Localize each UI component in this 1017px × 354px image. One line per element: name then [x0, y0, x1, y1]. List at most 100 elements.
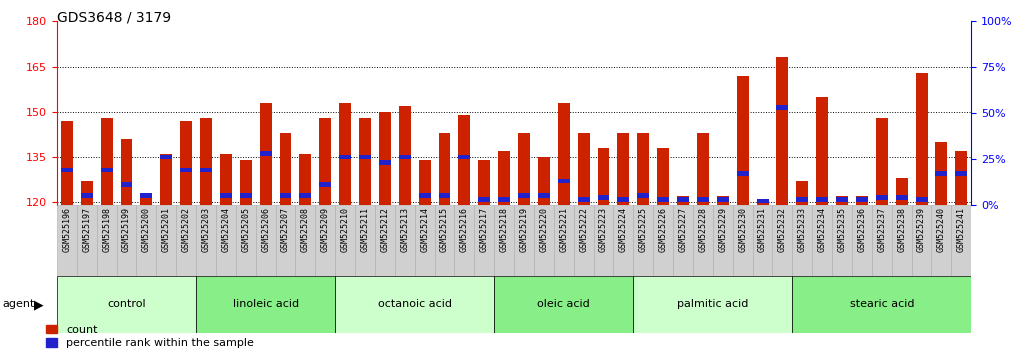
- Bar: [117, 205, 136, 276]
- Bar: [713, 205, 732, 276]
- Bar: [80, 181, 93, 205]
- Bar: [57, 205, 77, 276]
- Text: GSM525198: GSM525198: [102, 207, 111, 252]
- Bar: [101, 118, 113, 205]
- Bar: [255, 205, 276, 276]
- Bar: [121, 182, 132, 187]
- Bar: [936, 142, 948, 205]
- Bar: [196, 205, 216, 276]
- Bar: [315, 205, 336, 276]
- Text: stearic acid: stearic acid: [849, 299, 914, 309]
- Text: GSM525236: GSM525236: [857, 207, 866, 252]
- Text: GSM525205: GSM525205: [241, 207, 250, 252]
- Text: GSM525201: GSM525201: [162, 207, 171, 252]
- Text: GSM525211: GSM525211: [360, 207, 369, 252]
- Text: GSM525228: GSM525228: [699, 207, 708, 252]
- Bar: [61, 121, 73, 205]
- Bar: [915, 73, 928, 205]
- Bar: [594, 205, 613, 276]
- Text: GSM525213: GSM525213: [401, 207, 409, 252]
- Bar: [276, 205, 296, 276]
- Bar: [932, 205, 951, 276]
- Text: octanoic acid: octanoic acid: [377, 299, 452, 309]
- Bar: [319, 182, 332, 187]
- Bar: [613, 205, 634, 276]
- Text: GSM525230: GSM525230: [738, 207, 747, 252]
- Bar: [693, 205, 713, 276]
- Text: GSM525235: GSM525235: [838, 207, 846, 252]
- Bar: [459, 115, 471, 205]
- Bar: [438, 193, 451, 198]
- Bar: [915, 197, 928, 202]
- Text: GSM525234: GSM525234: [818, 207, 827, 252]
- Bar: [911, 205, 932, 276]
- Bar: [876, 195, 888, 200]
- Bar: [220, 154, 232, 205]
- Bar: [299, 193, 311, 198]
- Bar: [379, 160, 391, 165]
- Bar: [399, 106, 411, 205]
- Bar: [379, 112, 391, 205]
- Text: GSM525237: GSM525237: [878, 207, 886, 252]
- Bar: [557, 103, 570, 205]
- Bar: [478, 160, 490, 205]
- Text: GSM525207: GSM525207: [281, 207, 290, 252]
- Bar: [617, 133, 630, 205]
- Bar: [796, 181, 809, 205]
- Bar: [80, 193, 93, 198]
- Bar: [955, 171, 967, 176]
- Text: GSM525227: GSM525227: [678, 207, 687, 252]
- Text: GSM525225: GSM525225: [639, 207, 648, 252]
- Bar: [494, 276, 634, 333]
- Bar: [336, 205, 355, 276]
- Bar: [872, 205, 892, 276]
- Bar: [677, 197, 689, 202]
- Bar: [200, 168, 212, 172]
- Bar: [280, 193, 292, 198]
- Bar: [161, 155, 172, 159]
- Bar: [280, 133, 292, 205]
- Bar: [534, 205, 554, 276]
- Bar: [557, 179, 570, 183]
- Bar: [399, 155, 411, 159]
- Text: GSM525196: GSM525196: [62, 207, 71, 252]
- Bar: [240, 160, 252, 205]
- Bar: [498, 197, 511, 202]
- Text: GSM525232: GSM525232: [778, 207, 787, 252]
- Text: GSM525203: GSM525203: [201, 207, 211, 252]
- Bar: [634, 205, 653, 276]
- Text: ▶: ▶: [34, 298, 43, 311]
- Bar: [538, 193, 550, 198]
- Bar: [77, 205, 97, 276]
- Bar: [97, 205, 117, 276]
- Bar: [657, 197, 669, 202]
- Text: linoleic acid: linoleic acid: [233, 299, 299, 309]
- Bar: [638, 133, 649, 205]
- Text: GSM525218: GSM525218: [499, 207, 508, 252]
- Bar: [515, 205, 534, 276]
- Bar: [657, 148, 669, 205]
- Bar: [896, 178, 907, 205]
- Bar: [459, 155, 471, 159]
- Text: GSM525199: GSM525199: [122, 207, 131, 252]
- Bar: [673, 205, 693, 276]
- Bar: [736, 75, 749, 205]
- Bar: [220, 193, 232, 198]
- Text: GSM525229: GSM525229: [718, 207, 727, 252]
- Text: palmitic acid: palmitic acid: [677, 299, 749, 309]
- Bar: [792, 205, 813, 276]
- Bar: [415, 205, 434, 276]
- Bar: [518, 193, 530, 198]
- Bar: [574, 205, 594, 276]
- Text: GSM525202: GSM525202: [182, 207, 190, 252]
- Bar: [121, 139, 132, 205]
- Text: control: control: [107, 299, 145, 309]
- Bar: [617, 197, 630, 202]
- Text: GDS3648 / 3179: GDS3648 / 3179: [57, 11, 171, 25]
- Bar: [474, 205, 494, 276]
- Bar: [494, 205, 514, 276]
- Bar: [359, 118, 371, 205]
- Text: GSM525239: GSM525239: [917, 207, 926, 252]
- Bar: [892, 205, 911, 276]
- Bar: [419, 160, 430, 205]
